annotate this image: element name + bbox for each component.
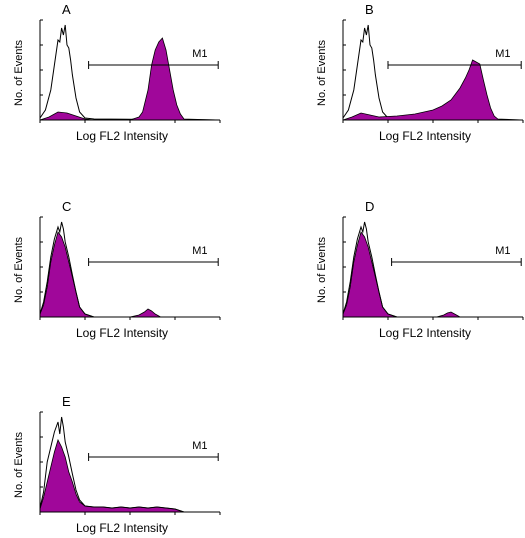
y-axis-label: No. of Events: [13, 39, 25, 106]
panel-letter: C: [62, 199, 72, 214]
panel-letter: B: [365, 2, 374, 17]
y-axis-label: No. of Events: [13, 431, 25, 498]
x-axis-label: Log FL2 Intensity: [379, 326, 472, 340]
panel-letter: D: [365, 199, 375, 214]
histogram-outline-series: [342, 24, 524, 121]
histogram-outline-series: [342, 221, 523, 318]
y-axis-label: No. of Events: [13, 236, 25, 303]
m1-marker-label: M1: [495, 245, 511, 257]
histogram-outline-series: [39, 416, 220, 513]
histogram-svg: [342, 216, 524, 320]
histogram-svg: [39, 216, 221, 320]
x-axis-label: Log FL2 Intensity: [76, 521, 169, 535]
x-axis-label: Log FL2 Intensity: [379, 129, 472, 143]
m1-marker-label: M1: [192, 440, 208, 452]
panel-letter: E: [62, 394, 71, 409]
x-axis-label: Log FL2 Intensity: [76, 326, 169, 340]
y-axis-label: No. of Events: [316, 39, 328, 106]
m1-marker-label: M1: [192, 245, 208, 257]
m1-marker-label: M1: [192, 48, 208, 60]
m1-marker-label: M1: [495, 48, 511, 60]
x-axis-label: Log FL2 Intensity: [76, 129, 169, 143]
histogram-panel-a: A M1 Log FL2 Intensity No. of Events: [13, 2, 221, 143]
histogram-svg: [342, 19, 524, 123]
histogram-panel-c: C M1 Log FL2 Intensity No. of Events: [13, 199, 221, 340]
histogram-outline-series: [39, 221, 220, 318]
histogram-panel-d: D M1 Log FL2 Intensity No. of Events: [316, 199, 524, 340]
histogram-filled-series: [342, 59, 524, 121]
histogram-outline-series: [39, 24, 221, 121]
y-axis-label: No. of Events: [316, 236, 328, 303]
histogram-panel-b: B M1 Log FL2 Intensity No. of Events: [316, 2, 524, 143]
histogram-svg: [39, 19, 221, 123]
histogram-panel-e: E M1 Log FL2 Intensity No. of Events: [13, 394, 221, 535]
histogram-svg: [39, 411, 221, 515]
panel-letter: A: [62, 2, 71, 17]
